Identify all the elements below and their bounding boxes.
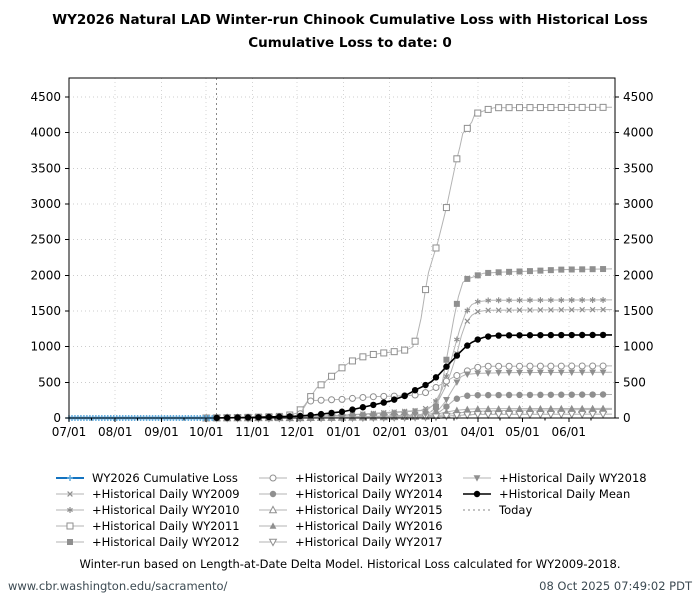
svg-text:2000: 2000 xyxy=(623,268,654,282)
legend-label-historical-daily-mean: +Historical Daily Mean xyxy=(499,487,631,501)
legend-item-historical-daily-wy2014: +Historical Daily WY2014 xyxy=(258,486,443,502)
legend-column-2: +Historical Daily WY2013 +Historical Dail… xyxy=(258,470,443,550)
legend-label-historical-daily-wy2010: +Historical Daily WY2010 xyxy=(92,503,240,517)
legend-item-historical-daily-wy2009: +Historical Daily WY2009 xyxy=(55,486,240,502)
legend-item-historical-daily-wy2015: +Historical Daily WY2015 xyxy=(258,502,443,518)
square-open-icon xyxy=(56,522,84,530)
svg-text:2500: 2500 xyxy=(30,233,61,247)
circle-filled-icon xyxy=(463,490,491,498)
svg-text:0: 0 xyxy=(623,411,631,425)
svg-text:0: 0 xyxy=(53,411,61,425)
asterisk-icon xyxy=(56,507,84,513)
legend-label-historical-daily-wy2011: +Historical Daily WY2011 xyxy=(92,519,240,533)
svg-text:1500: 1500 xyxy=(623,304,654,318)
svg-text:03/01: 03/01 xyxy=(414,425,449,439)
legend-label-historical-daily-wy2015: +Historical Daily WY2015 xyxy=(295,503,443,517)
svg-text:1500: 1500 xyxy=(30,304,61,318)
legend-item-historical-daily-mean: +Historical Daily Mean xyxy=(462,486,647,502)
legend-item-historical-daily-wy2016: +Historical Daily WY2016 xyxy=(258,518,443,534)
cumulative-loss-chart: 07/01 08/01 09/01 10/01 11/01 12/01 01/01 02/01… xyxy=(30,77,654,439)
legend-item-historical-daily-wy2011: +Historical Daily WY2011 xyxy=(55,518,240,534)
svg-text:02/01: 02/01 xyxy=(372,425,407,439)
chart-title-line1: WY2026 Natural LAD Winter-run Chinook Cu… xyxy=(52,12,648,28)
legend-label-wy2026-cumulative-loss: WY2026 Cumulative Loss xyxy=(92,471,238,485)
svg-text:3500: 3500 xyxy=(30,161,61,175)
footnote: Winter-run based on Length-at-Date Delta… xyxy=(79,557,621,571)
legend-label-historical-daily-wy2018: +Historical Daily WY2018 xyxy=(499,471,647,485)
chart-title-line2: Cumulative Loss to date: 0 xyxy=(248,35,452,51)
svg-text:04/01: 04/01 xyxy=(460,425,495,439)
legend-item-historical-daily-wy2017: +Historical Daily WY2017 xyxy=(258,534,443,550)
legend-column-1: WY2026 Cumulative Loss +Historical Daily … xyxy=(55,470,240,550)
legend-label-historical-daily-wy2013: +Historical Daily WY2013 xyxy=(295,471,443,485)
legend-item-wy2026-cumulative-loss: WY2026 Cumulative Loss xyxy=(55,470,240,486)
legend-label-historical-daily-wy2017: +Historical Daily WY2017 xyxy=(295,535,443,549)
dotted-line-icon xyxy=(463,509,491,511)
source-url: www.cbr.washington.edu/sacramento/ xyxy=(8,579,228,593)
plus-icon xyxy=(56,475,84,481)
svg-text:4500: 4500 xyxy=(30,90,61,104)
svg-text:06/01: 06/01 xyxy=(551,425,586,439)
cumulative-loss-plot: 07/01 08/01 09/01 10/01 11/01 12/01 01/01 02/01… xyxy=(30,77,654,439)
timestamp: 08 Oct 2025 07:49:02 PDT xyxy=(539,579,692,593)
bottom-bar: www.cbr.washington.edu/sacramento/ 08 Oc… xyxy=(8,579,692,593)
chart-legend: WY2026 Cumulative Loss +Historical Daily … xyxy=(0,470,700,554)
legend-item-historical-daily-wy2010: +Historical Daily WY2010 xyxy=(55,502,240,518)
legend-item-historical-daily-wy2013: +Historical Daily WY2013 xyxy=(258,470,443,486)
legend-item-today: Today xyxy=(462,502,647,518)
svg-text:1000: 1000 xyxy=(30,340,61,354)
legend-item-historical-daily-wy2012: +Historical Daily WY2012 xyxy=(55,534,240,550)
circle-filled-icon xyxy=(259,490,287,498)
svg-text:4000: 4000 xyxy=(623,126,654,140)
chart-title: WY2026 Natural LAD Winter-run Chinook Cu… xyxy=(0,9,700,55)
svg-text:3000: 3000 xyxy=(623,197,654,211)
svg-text:08/01: 08/01 xyxy=(98,425,133,439)
circle-open-icon xyxy=(259,474,287,482)
svg-text:4000: 4000 xyxy=(30,126,61,140)
svg-text:12/01: 12/01 xyxy=(280,425,315,439)
square-filled-icon xyxy=(56,539,84,545)
svg-text:01/01: 01/01 xyxy=(326,425,361,439)
svg-text:05/01: 05/01 xyxy=(505,425,540,439)
svg-text:4500: 4500 xyxy=(623,90,654,104)
legend-label-today: Today xyxy=(499,503,533,517)
svg-text:3500: 3500 xyxy=(623,161,654,175)
triangle-down-filled-icon xyxy=(463,475,491,482)
legend-item-historical-daily-wy2018: +Historical Daily WY2018 xyxy=(462,470,647,486)
svg-text:2500: 2500 xyxy=(623,233,654,247)
triangle-down-open-icon xyxy=(259,538,287,547)
svg-text:1000: 1000 xyxy=(623,340,654,354)
svg-text:2000: 2000 xyxy=(30,268,61,282)
legend-label-historical-daily-wy2014: +Historical Daily WY2014 xyxy=(295,487,443,501)
legend-column-3: +Historical Daily WY2018 +Historical Dail… xyxy=(462,470,647,518)
svg-text:07/01: 07/01 xyxy=(52,425,87,439)
triangle-up-filled-icon xyxy=(259,522,287,529)
svg-text:500: 500 xyxy=(623,375,646,389)
x-icon xyxy=(56,491,84,497)
legend-label-historical-daily-wy2012: +Historical Daily WY2012 xyxy=(92,535,240,549)
svg-text:3000: 3000 xyxy=(30,197,61,211)
triangle-up-open-icon xyxy=(259,505,287,514)
legend-label-historical-daily-wy2016: +Historical Daily WY2016 xyxy=(295,519,443,533)
svg-text:11/01: 11/01 xyxy=(235,425,270,439)
svg-text:500: 500 xyxy=(38,375,61,389)
svg-text:10/01: 10/01 xyxy=(189,425,224,439)
svg-text:09/01: 09/01 xyxy=(144,425,179,439)
legend-label-historical-daily-wy2009: +Historical Daily WY2009 xyxy=(92,487,240,501)
